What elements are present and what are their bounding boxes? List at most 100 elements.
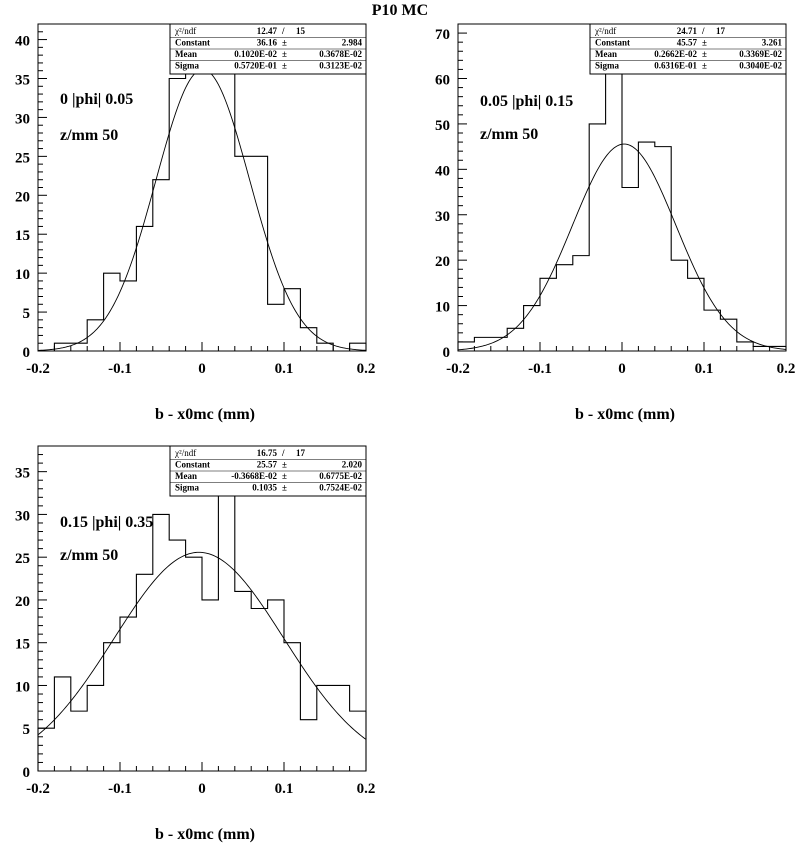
stats-label: χ²/ndf: [174, 26, 196, 36]
stats-separator: ±: [702, 38, 707, 48]
stats-error: 17: [296, 448, 306, 458]
stats-label: Mean: [595, 49, 617, 59]
y-tick-label: 20: [15, 594, 30, 610]
gaussian-fit-curve: [37, 551, 367, 740]
stats-separator: ±: [282, 49, 287, 59]
stats-label: Sigma: [175, 483, 200, 493]
y-tick-label: 30: [435, 209, 450, 225]
x-tick-label: 0: [198, 361, 206, 377]
z-range-annotation: z/mm 50: [480, 126, 538, 143]
fit-stats-box: χ²/ndf 12.47/ 15 Constant 36.16 ±2.984 Mean 0.1…: [169, 23, 367, 75]
histogram-outline: [37, 479, 367, 771]
stats-separator: ±: [282, 471, 287, 481]
x-tick-label: -0.1: [108, 781, 132, 797]
stats-label: Sigma: [175, 61, 200, 71]
fit-stats-box: χ²/ndf 16.75/ 17 Constant 25.57 ±2.020 Mean -0.…: [169, 445, 367, 497]
stats-label: χ²/ndf: [594, 26, 616, 36]
y-tick-label: 10: [435, 300, 450, 316]
stats-value: 16.75: [257, 448, 278, 458]
stats-value: 24.71: [677, 26, 698, 36]
stats-separator: ±: [282, 460, 287, 470]
stats-value: 25.57: [257, 460, 278, 470]
x-tick-label: 0.1: [695, 361, 714, 377]
stats-value: 0.1035: [252, 483, 277, 493]
fit-stats-box: χ²/ndf 24.71/ 17 Constant 45.57 ±3.261 Mean 0.2…: [589, 23, 787, 75]
y-tick-label: 15: [15, 637, 30, 653]
stats-error: 0.3369E-02: [739, 49, 782, 59]
stats-label: Constant: [175, 460, 210, 470]
x-tick-label: 0.2: [357, 361, 376, 377]
stats-label: Constant: [175, 38, 210, 48]
y-tick-label: 10: [15, 267, 30, 283]
y-tick-label: 70: [435, 27, 450, 43]
z-range-annotation: z/mm 50: [60, 127, 118, 144]
stats-separator: ±: [282, 38, 287, 48]
y-tick-label: 35: [15, 466, 30, 482]
x-tick-label: 0: [618, 361, 626, 377]
histogram-panel-1: -0.2 -0.1 0 0.1 0.2 0 5 10 15 20 25 30 35 40 b - x0mc …: [15, 23, 376, 423]
x-axis-title: b - x0mc (mm): [155, 826, 255, 843]
stats-error: 3.261: [762, 38, 783, 48]
y-tick-label: 40: [15, 34, 30, 50]
stats-error: 0.3123E-02: [319, 61, 362, 71]
stats-value: -0.3668E-02: [231, 471, 277, 481]
histogram-panel-3: -0.2 -0.1 0 0.1 0.2 0 5 10 15 20 25 30 35 b - x0mc (m…: [15, 445, 376, 843]
y-tick-label: 60: [435, 73, 450, 89]
stats-separator: /: [701, 26, 705, 36]
stats-separator: ±: [702, 49, 707, 59]
y-tick-label: 0: [443, 345, 451, 361]
stats-separator: /: [281, 26, 285, 36]
stats-separator: ±: [282, 483, 287, 493]
y-tick-label: 5: [23, 722, 31, 738]
stats-label: Sigma: [595, 61, 620, 71]
x-tick-label: 0: [198, 781, 206, 797]
histogram-outline: [457, 37, 787, 351]
y-tick-label: 15: [15, 228, 30, 244]
y-tick-label: 0: [23, 765, 31, 781]
x-tick-label: -0.2: [26, 781, 50, 797]
stats-error: 0.7524E-02: [319, 483, 362, 493]
y-tick-label: 50: [435, 118, 450, 134]
phi-range-annotation: 0.05 |phi| 0.15: [480, 93, 573, 110]
stats-value: 36.16: [257, 38, 278, 48]
stats-label: Mean: [175, 49, 197, 59]
stats-error: 0.3040E-02: [739, 61, 782, 71]
y-tick-label: 30: [15, 111, 30, 127]
stats-error: 2.984: [342, 38, 363, 48]
x-tick-label: -0.2: [26, 361, 50, 377]
y-tick-label: 5: [23, 306, 31, 322]
stats-value: 45.57: [677, 38, 698, 48]
x-tick-label: 0.1: [275, 781, 294, 797]
y-tick-label: 40: [435, 163, 450, 179]
page-title: P10 MC: [372, 2, 428, 19]
gaussian-fit-curve: [457, 143, 787, 351]
z-range-annotation: z/mm 50: [60, 547, 118, 564]
y-tick-label: 20: [15, 189, 30, 205]
x-tick-label: -0.1: [528, 361, 552, 377]
stats-error: 0.6775E-02: [319, 471, 362, 481]
y-tick-label: 25: [15, 150, 30, 166]
stats-value: 12.47: [257, 26, 278, 36]
stats-error: 15: [296, 26, 306, 36]
x-tick-label: 0.1: [275, 361, 294, 377]
stats-separator: /: [281, 448, 285, 458]
y-tick-label: 35: [15, 73, 30, 89]
stats-label: Mean: [175, 471, 197, 481]
histogram-panel-2: -0.2 -0.1 0 0.1 0.2 0 10 20 30 40 50 60 70 b - x0mc (…: [435, 23, 796, 423]
stats-separator: ±: [282, 61, 287, 71]
stats-value: 0.6316E-01: [654, 61, 697, 71]
stats-separator: ±: [702, 61, 707, 71]
stats-label: Constant: [595, 38, 630, 48]
y-tick-label: 20: [435, 254, 450, 270]
stats-error: 0.3678E-02: [319, 49, 362, 59]
stats-value: 0.1020E-02: [234, 49, 277, 59]
gaussian-fit-curve: [37, 69, 367, 351]
phi-range-annotation: 0 |phi| 0.05: [60, 91, 133, 108]
x-tick-label: 0.2: [357, 781, 376, 797]
x-tick-label: 0.2: [777, 361, 796, 377]
phi-range-annotation: 0.15 |phi| 0.35: [60, 514, 153, 531]
y-tick-label: 0: [23, 345, 31, 361]
stats-error: 2.020: [342, 460, 363, 470]
stats-error: 17: [716, 26, 726, 36]
